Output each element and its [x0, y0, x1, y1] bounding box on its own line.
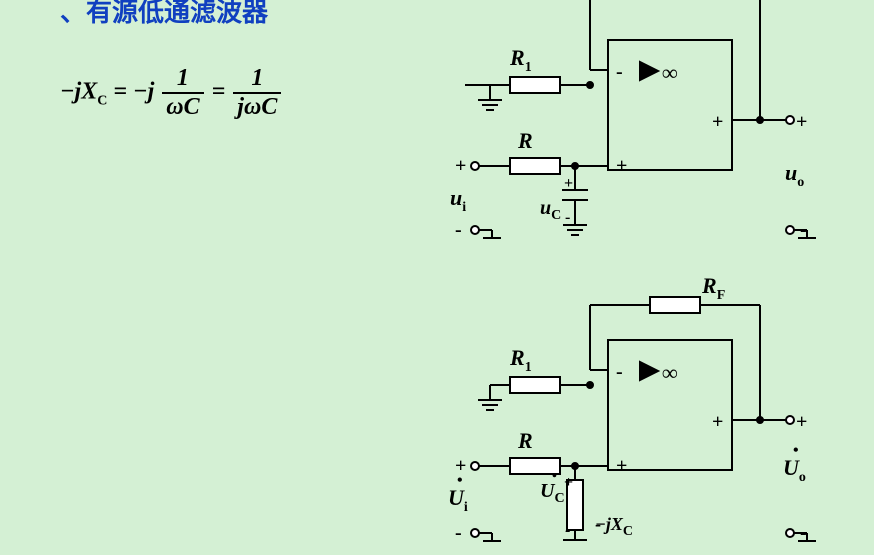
imp-minus: - [565, 522, 570, 539]
imp-plus: + [564, 474, 573, 491]
node [587, 382, 593, 388]
label-r1: R1 [509, 345, 532, 375]
label-r: R [517, 428, 533, 453]
circuit-2: ∞ - + + RF R1 R + • Ui + - • UC -−jXC - … [0, 275, 874, 555]
opamp-minus: - [616, 61, 623, 83]
terminal [786, 116, 794, 124]
opamp-triangle-icon [640, 62, 658, 80]
ui-minus: - [455, 219, 462, 241]
uo-plus: + [796, 411, 807, 433]
opamp-plus-out: + [712, 111, 723, 133]
label-UC: UC [540, 480, 565, 506]
terminal [786, 226, 794, 234]
resistor-r1 [510, 377, 560, 393]
label-uo: uo [785, 160, 804, 190]
uo-minus: - [800, 522, 807, 544]
opamp-plus-out: + [712, 411, 723, 433]
resistor-rf [650, 297, 700, 313]
label-r1: R1 [509, 45, 532, 75]
terminal [786, 416, 794, 424]
terminal [471, 529, 479, 537]
cap-plus: + [564, 175, 573, 192]
opamp-inf: ∞ [662, 360, 678, 385]
label-Uo: Uo [783, 455, 806, 485]
label-ui: ui [450, 185, 466, 215]
label-r: R [517, 128, 533, 153]
resistor-r1 [510, 77, 560, 93]
terminal [471, 226, 479, 234]
opamp-inf: ∞ [662, 60, 678, 85]
node [587, 82, 593, 88]
opamp-plus-in: + [616, 155, 627, 177]
terminal [471, 162, 479, 170]
label-rf: RF [701, 275, 725, 303]
opamp-plus-in: + [616, 455, 627, 477]
label-jxc: -−jXC [595, 514, 633, 539]
terminal [471, 462, 479, 470]
node [757, 117, 763, 123]
ui-minus: - [455, 522, 462, 544]
node [757, 417, 763, 423]
uo-minus: - [800, 219, 807, 241]
label-uc: uC [540, 197, 561, 223]
uo-plus: + [796, 111, 807, 133]
circuit-1: ∞ - + + R1 R + ui + - uC - + uo - [0, 0, 874, 270]
ui-plus: + [455, 155, 466, 177]
cap-minus: - [565, 209, 570, 226]
resistor-r [510, 158, 560, 174]
opamp-triangle-icon [640, 362, 658, 380]
terminal [786, 529, 794, 537]
label-Ui: Ui [448, 485, 468, 515]
opamp-minus: - [616, 361, 623, 383]
